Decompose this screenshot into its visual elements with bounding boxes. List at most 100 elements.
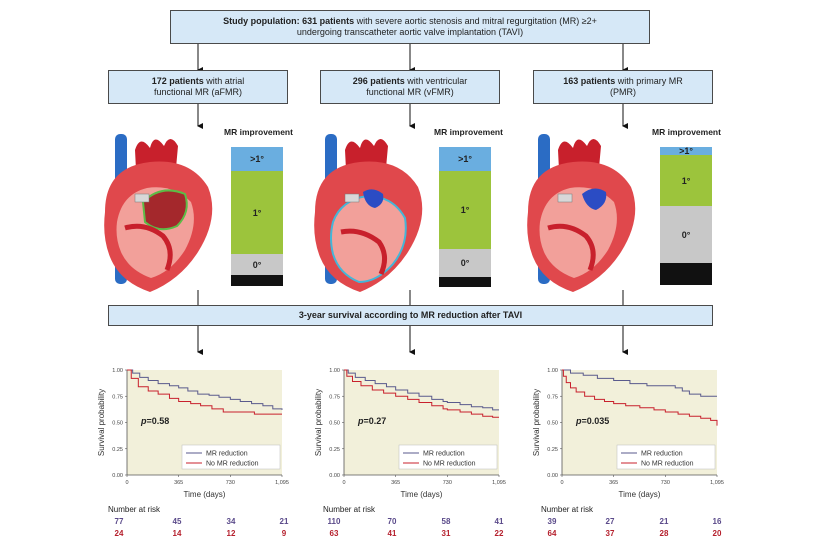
y-tick-label: 0.50 (547, 421, 558, 427)
y-tick-label: 1.00 (547, 368, 558, 374)
km-chart-vfmr: 0.00 0.25 0.50 0.75 1.00 0 365 730 1,095 Time (da… (314, 368, 506, 499)
group-vfmr-line2: functional MR (vFMR) (366, 87, 454, 97)
risk-cell: 16 (712, 517, 722, 526)
legend-label: No MR reduction (206, 461, 259, 468)
group-afmr-line2: functional MR (aFMR) (153, 87, 243, 97)
group-vfmr-count: 296 patients (352, 76, 405, 86)
y-tick-label: 0.25 (112, 447, 123, 453)
risk-cell: 21 (279, 517, 289, 526)
p-value-annotation: p=0.035 (575, 416, 609, 426)
study-population-rest: with severe aortic stenosis and mitral r… (354, 16, 597, 26)
mr-bar-segment (439, 277, 491, 287)
legend-label: MR reduction (206, 451, 248, 458)
x-tick-label: 365 (391, 480, 400, 486)
survival-box: 3-year survival according to MR reductio… (108, 305, 713, 326)
risk-cell: 20 (712, 529, 722, 538)
x-axis-label: Time (days) (401, 490, 443, 499)
x-tick-label: 0 (342, 480, 345, 486)
x-tick-label: 730 (443, 480, 452, 486)
x-tick-label: 730 (226, 480, 235, 486)
y-tick-label: 0.25 (547, 447, 558, 453)
risk-cell: 64 (547, 529, 557, 538)
p-value: =0.27 (364, 416, 387, 426)
risk-row-no-mr-reduction: 64 37 28 20 (541, 529, 751, 540)
p-value: =0.035 (582, 416, 610, 426)
risk-cell: 41 (494, 517, 504, 526)
y-tick-label: 0.50 (329, 421, 340, 427)
mr-bar-segment: >1° (231, 147, 283, 171)
risk-cell: 37 (605, 529, 615, 538)
group-box-afmr: 172 patients with atrial functional MR (… (108, 70, 288, 104)
y-tick-label: 0.75 (547, 394, 558, 400)
legend-label: No MR reduction (423, 461, 476, 468)
y-tick-label: 0.50 (112, 421, 123, 427)
group-pmr-line2: (PMR) (610, 87, 636, 97)
x-tick-label: 365 (609, 480, 618, 486)
mr-bar-segment: 1° (231, 171, 283, 254)
heart-illustration-afmr (104, 134, 213, 292)
risk-cell: 9 (281, 529, 287, 538)
y-tick-label: 0.00 (329, 473, 340, 479)
p-symbol: p (357, 416, 364, 426)
legend-label: No MR reduction (641, 461, 694, 468)
km-chart-pmr: 0.00 0.25 0.50 0.75 1.00 0 365 730 1,095 Time (da… (532, 368, 724, 499)
group-afmr-count: 172 patients (151, 76, 204, 86)
risk-cell: 14 (172, 529, 182, 538)
legend-box (181, 444, 281, 470)
y-axis-label: Survival probability (97, 389, 106, 456)
x-tick-label: 1,095 (275, 480, 289, 486)
group-box-pmr: 163 patients with primary MR (PMR) (533, 70, 713, 104)
y-axis-label: Survival probability (532, 389, 541, 456)
mr-improvement-bar-pmr: >1° 1° 0° (660, 146, 712, 286)
mr-bar-segment: 1° (439, 171, 491, 249)
km-curve (562, 369, 717, 397)
group-afmr-desc: with atrial (203, 76, 245, 86)
group-pmr-desc: with primary MR (615, 76, 683, 86)
risk-row-no-mr-reduction: 24 14 12 9 (108, 529, 318, 540)
mr-improvement-bar-afmr: >1° 1° 0° (231, 147, 283, 286)
risk-cell: 27 (605, 517, 615, 526)
mr-bar-segment: 0° (660, 206, 712, 263)
risk-cell: 28 (659, 529, 669, 538)
mr-improvement-title-afmr: MR improvement (224, 127, 293, 137)
risk-cell: 41 (387, 529, 397, 538)
km-curve (344, 369, 499, 418)
risk-table-afmr: Number at risk 77 45 34 21 24 14 12 9 (108, 505, 308, 545)
mr-bar-segment (660, 263, 712, 285)
mr-improvement-title-pmr: MR improvement (652, 127, 721, 137)
p-symbol: p (575, 416, 582, 426)
risk-cell: 22 (494, 529, 504, 538)
risk-header: Number at risk (108, 505, 161, 514)
mr-improvement-title-vfmr: MR improvement (434, 127, 503, 137)
x-tick-label: 1,095 (710, 480, 724, 486)
y-axis-label: Survival probability (314, 389, 323, 456)
p-value-annotation: p=0.58 (140, 416, 169, 426)
x-axis-label: Time (days) (184, 490, 226, 499)
y-tick-label: 1.00 (329, 368, 340, 374)
mr-bar-segment: >1° (660, 146, 712, 156)
risk-row-mr-reduction: 39 27 21 16 (541, 517, 751, 528)
risk-cell: 77 (114, 517, 124, 526)
risk-cell: 63 (329, 529, 339, 538)
risk-cell: 110 (327, 517, 341, 526)
group-box-vfmr: 296 patients with ventricular functional… (320, 70, 500, 104)
heart-illustration-vfmr (314, 134, 423, 292)
risk-cell: 58 (441, 517, 451, 526)
survival-box-title: 3-year survival according to MR reductio… (298, 310, 523, 320)
risk-cell: 45 (172, 517, 182, 526)
y-tick-label: 0.00 (547, 473, 558, 479)
legend-label: MR reduction (641, 451, 683, 458)
risk-table-vfmr: Number at risk 110 70 58 41 63 41 31 22 (323, 505, 523, 545)
km-curve (127, 369, 283, 410)
mr-bar-segment (231, 275, 283, 286)
x-tick-label: 0 (560, 480, 563, 486)
km-curve (127, 369, 282, 415)
risk-table-pmr: Number at risk 39 27 21 16 64 37 28 20 (541, 505, 741, 545)
mr-bar-segment: 1° (660, 155, 712, 206)
p-symbol: p (140, 416, 147, 426)
heart-illustration-pmr (527, 134, 636, 292)
y-tick-label: 0.00 (112, 473, 123, 479)
y-tick-label: 0.25 (329, 447, 340, 453)
risk-row-no-mr-reduction: 63 41 31 22 (323, 529, 533, 540)
